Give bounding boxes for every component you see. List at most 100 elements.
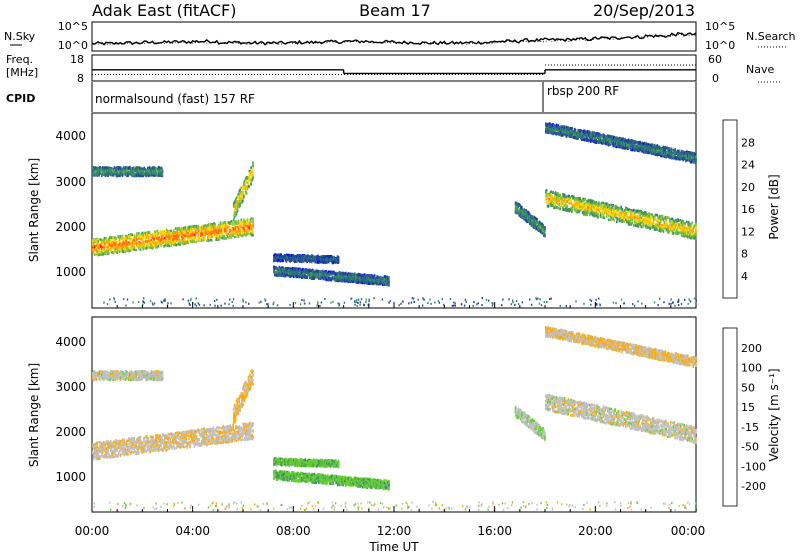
power-cell: [181, 241, 183, 244]
power-cell: [101, 169, 104, 172]
power-cell: [298, 273, 300, 276]
power-cell: [328, 276, 331, 280]
power-cell: [583, 213, 586, 216]
power-cell: [160, 166, 163, 170]
power-cell: [137, 241, 140, 244]
power-cell: [635, 210, 638, 214]
power-cell: [386, 278, 388, 281]
power-cell: [336, 256, 339, 259]
power-cell: [354, 279, 356, 282]
power-cell: [296, 254, 299, 257]
power-cell: [642, 219, 644, 222]
power-cell: [342, 278, 344, 282]
power-cell: [252, 220, 254, 223]
power-cell: [192, 233, 195, 236]
power-cell: [154, 234, 156, 238]
power-cell: [162, 241, 164, 245]
power-cell: [380, 281, 382, 284]
power-cell: [109, 173, 111, 176]
power-cell: [217, 237, 219, 240]
power-cell: [333, 270, 335, 274]
power-cell: [252, 170, 254, 173]
power-cell: [110, 171, 112, 174]
power-cell: [614, 214, 616, 218]
power-cell: [333, 257, 335, 261]
power-cell: [190, 240, 192, 244]
power-cell: [553, 205, 555, 209]
power-cell: [114, 169, 117, 172]
power-cell: [136, 166, 138, 169]
power-cell: [375, 279, 378, 283]
power-cell: [388, 283, 390, 287]
power-cell: [249, 232, 252, 236]
power-cell: [550, 192, 552, 196]
power-cell: [149, 173, 152, 176]
power-cell: [151, 246, 153, 250]
power-cell: [147, 245, 150, 248]
power-cell: [374, 277, 377, 280]
power-cell: [532, 221, 535, 225]
power-cell: [206, 239, 208, 243]
power-cell: [536, 223, 538, 226]
power-cell: [154, 174, 156, 177]
power-cell: [652, 218, 655, 221]
power-cell: [356, 279, 359, 283]
power-cell: [125, 238, 127, 241]
power-cell: [572, 203, 575, 206]
power-cell: [577, 201, 579, 204]
power-cell: [364, 274, 367, 278]
power-cell: [606, 212, 608, 215]
power-cell: [566, 207, 569, 211]
power-cell: [630, 223, 632, 226]
power-cell: [588, 203, 590, 207]
power-cell: [385, 283, 387, 286]
power-cell: [679, 221, 682, 225]
power-cell: [173, 237, 176, 240]
power-cell: [232, 213, 235, 217]
power-cell: [585, 208, 587, 211]
power-cell: [118, 239, 120, 243]
power-cell: [153, 240, 155, 243]
power-cell: [109, 236, 111, 240]
power-cell: [155, 235, 157, 238]
power-cell: [301, 255, 304, 258]
power-cell: [114, 172, 117, 176]
power-cell: [306, 269, 308, 273]
power-cell: [173, 231, 176, 235]
power-ylabel: Slant Range [km]: [27, 158, 41, 262]
power-cell: [530, 221, 533, 225]
power-cell: [341, 279, 343, 283]
power-cell: [111, 171, 114, 174]
power-cell: [107, 166, 109, 170]
power-cell: [543, 226, 545, 230]
power-cell: [635, 219, 638, 222]
power-cell: [241, 234, 243, 238]
power-cell: [155, 232, 157, 235]
power-cell: [249, 224, 252, 228]
power-cell: [519, 214, 521, 217]
power-cell: [641, 211, 643, 214]
power-cell: [119, 249, 121, 253]
power-cell: [208, 230, 210, 234]
power-cell: [139, 172, 142, 175]
power-cell: [163, 240, 165, 244]
power-cell: [135, 171, 137, 175]
power-cell: [563, 208, 565, 211]
power-cell: [107, 171, 109, 175]
power-cell: [557, 207, 560, 210]
power-cell: [322, 271, 325, 275]
power-cell: [381, 278, 384, 281]
power-cell: [301, 270, 304, 274]
power-cell: [276, 270, 279, 273]
power-cell: [228, 230, 231, 233]
power-cell: [662, 224, 665, 228]
power-cell: [643, 211, 645, 215]
power-cell: [554, 195, 556, 198]
power-cell: [218, 228, 221, 232]
power-cell: [535, 217, 537, 220]
power-cell: [537, 223, 540, 227]
power-cell: [143, 172, 146, 175]
power-cell: [631, 216, 633, 219]
power-cell: [97, 246, 99, 249]
power-cell: [370, 276, 372, 280]
